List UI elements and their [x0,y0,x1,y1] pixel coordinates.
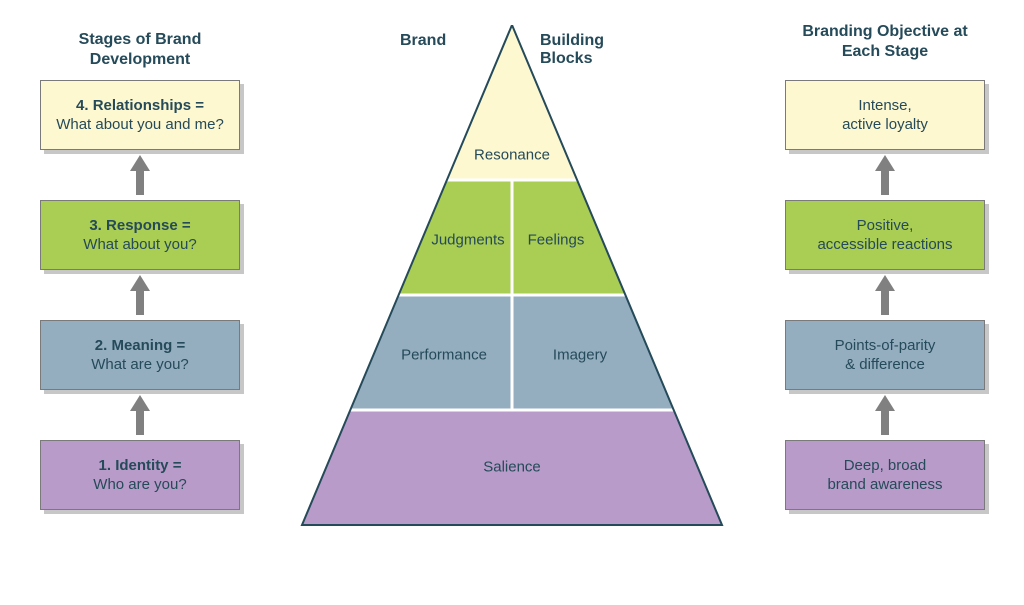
right-box-level-4: Intense,active loyalty [785,80,985,150]
left-box-level-2: 2. Meaning =What are you? [40,320,240,390]
right-box-3-line1: Positive, [857,216,914,236]
right-box-level-1: Deep, broadbrand awareness [785,440,985,510]
left-box-3-subtitle: What about you? [83,235,196,255]
right-box-3-line2: accessible reactions [817,235,952,255]
right-arrow-2 [873,275,897,315]
left-arrow-3 [128,395,152,435]
right-arrow-1 [873,155,897,195]
left-box-1-title: 1. Identity = [99,456,182,476]
left-box-2-title: 2. Meaning = [95,336,185,356]
left-box-level-3: 3. Response =What about you? [40,200,240,270]
right-box-1-line1: Deep, broad [844,456,927,476]
right-arrow-3 [873,395,897,435]
right-column-heading: Branding Objective atEach Stage [780,22,990,62]
left-box-1-subtitle: Who are you? [93,475,186,495]
right-box-2-line2: & difference [845,355,925,375]
left-box-2-subtitle: What are you? [91,355,189,375]
right-box-level-2: Points-of-parity& difference [785,320,985,390]
right-box-2-line1: Points-of-parity [835,336,936,356]
brand-pyramid: ResonanceJudgmentsFeelingsPerformanceIma… [292,25,732,535]
left-box-level-4: 4. Relationships =What about you and me? [40,80,240,150]
left-arrow-1 [128,155,152,195]
left-box-4-subtitle: What about you and me? [56,115,224,135]
right-box-4-line1: Intense, [858,96,911,116]
left-box-level-1: 1. Identity =Who are you? [40,440,240,510]
left-box-3-title: 3. Response = [89,216,190,236]
right-box-level-3: Positive,accessible reactions [785,200,985,270]
left-column-heading: Stages of Brand Development [30,30,250,70]
left-box-4-title: 4. Relationships = [76,96,204,116]
pyramid-tier-1 [302,410,722,525]
pyramid-label-left: Brand [400,32,446,50]
brand-equity-diagram: Stages of Brand Development Branding Obj… [0,0,1024,605]
pyramid-label-right: BuildingBlocks [540,32,604,68]
right-box-4-line2: active loyalty [842,115,928,135]
left-arrow-2 [128,275,152,315]
right-box-1-line2: brand awareness [827,475,942,495]
